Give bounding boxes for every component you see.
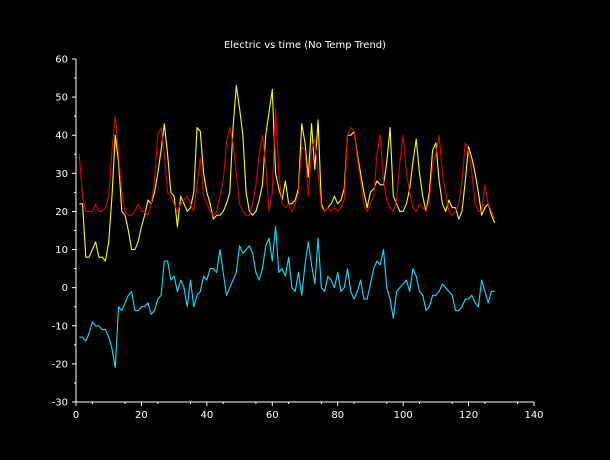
y-tick-label: 60 [55,55,68,66]
y-tick-label: -20 [52,359,68,370]
y-tick-label: 20 [55,207,68,218]
x-tick-label: 60 [266,410,279,421]
series-group [78,85,496,369]
chart-title: Electric vs time (No Temp Trend) [224,40,386,51]
x-tick-label: 20 [135,410,148,421]
y-tick-label: 30 [55,169,68,180]
x-tick-label: 80 [331,410,344,421]
y-tick-label: -10 [52,321,68,332]
axes: 0 20 40 60 80 100 120 140 -30 -20 -10 0 10 20 30 40 50 60 [52,55,544,422]
y-tick-label: -30 [52,398,68,409]
x-tick-label: 0 [73,410,79,421]
x-tick-label: 40 [200,410,213,421]
y-tick-label: 0 [62,283,68,294]
y-tick-label: 50 [55,93,68,104]
series-line-2 [78,107,496,220]
series-line-3 [79,226,495,369]
x-tick-label: 140 [524,410,543,421]
series-line-1 [79,85,496,262]
y-tick-label: 40 [55,131,68,142]
x-tick-label: 100 [394,410,413,421]
x-tick-label: 120 [459,410,478,421]
y-tick-label: 10 [55,245,68,256]
